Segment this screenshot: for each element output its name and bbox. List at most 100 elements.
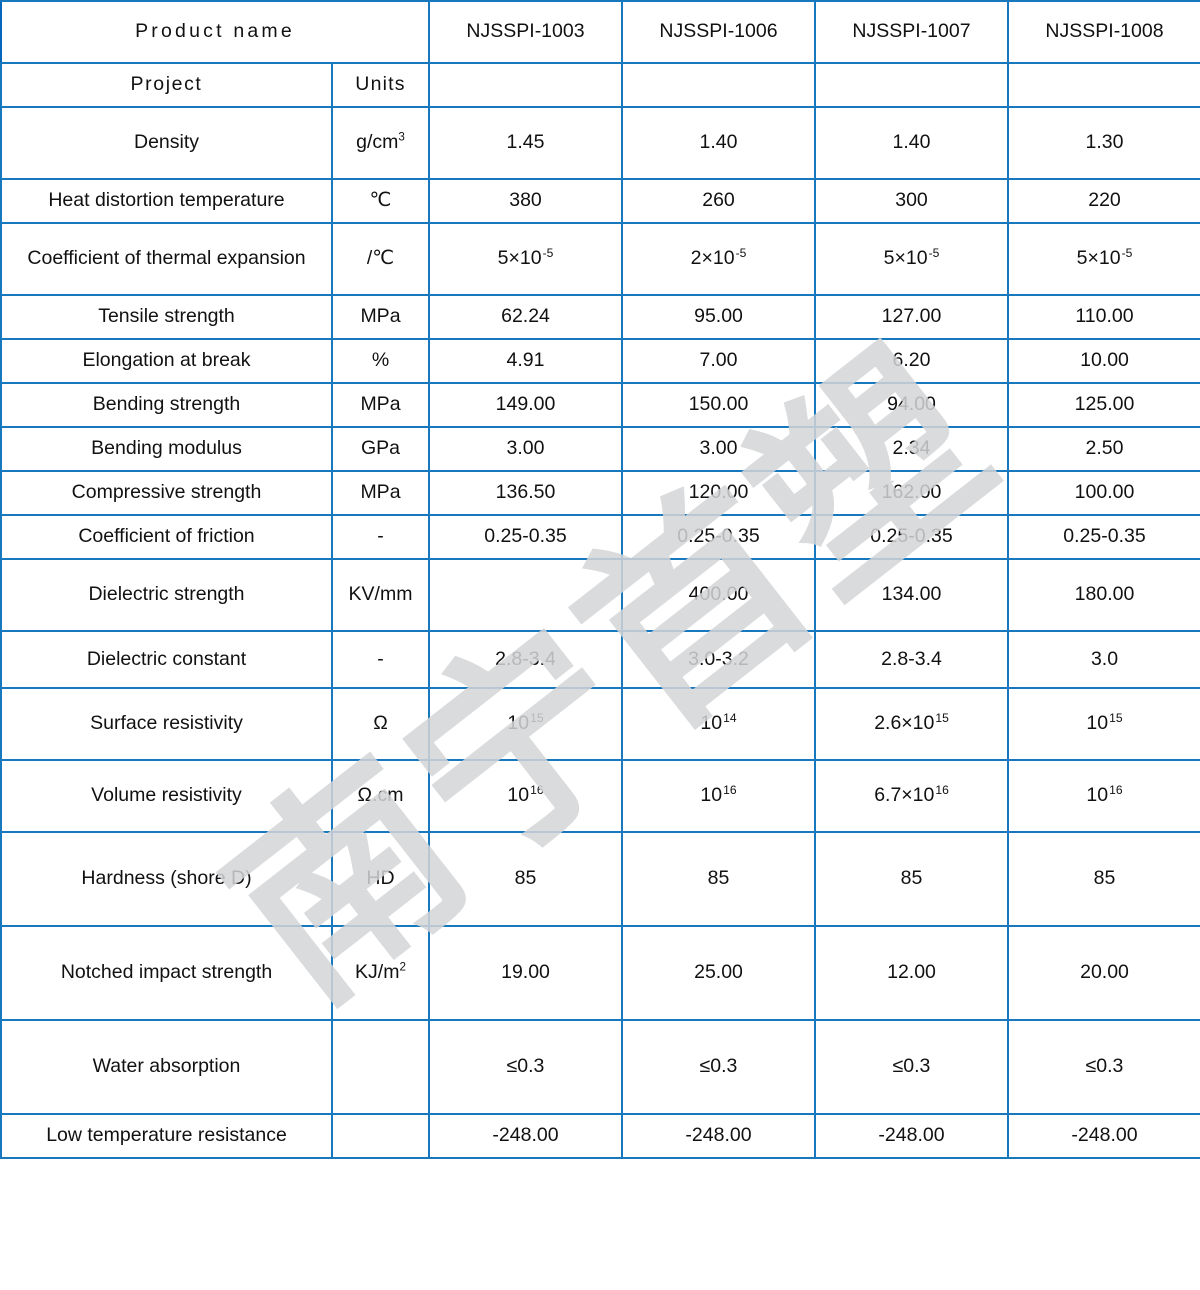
cell-value: 2.50 <box>1007 426 1200 472</box>
header-row: Product name NJSSPI-1003 NJSSPI-1006 NJS… <box>0 0 1200 64</box>
cell-value: 10.00 <box>1007 338 1200 384</box>
cell-value: -248.00 <box>1007 1113 1200 1159</box>
cell-units: % <box>331 338 430 384</box>
cell-value: 110.00 <box>1007 294 1200 340</box>
value-superscript: 14 <box>723 710 737 725</box>
cell-units: ℃ <box>331 178 430 224</box>
subheader-empty-3 <box>1007 62 1200 108</box>
cell-value: 2.8-3.4 <box>814 630 1009 689</box>
cell-units: Ω <box>331 687 430 761</box>
subheader-units: Units <box>331 62 430 108</box>
cell-project: Volume resistivity <box>0 759 333 833</box>
table-body: Project Units Density g/cm3 1.45 1.40 1.40 1.30… <box>0 62 1200 1159</box>
cell-value: -248.00 <box>814 1113 1009 1159</box>
cell-value: 2.8-3.4 <box>428 630 623 689</box>
cell-value: 1015 <box>428 687 623 761</box>
cell-value: 260 <box>621 178 816 224</box>
cell-value: 120.00 <box>621 470 816 516</box>
table-row: Density g/cm3 1.45 1.40 1.40 1.30 <box>0 106 1200 180</box>
cell-project: Coefficient of friction <box>0 514 333 560</box>
cell-value: 220 <box>1007 178 1200 224</box>
header-product-name: Product name <box>0 0 430 64</box>
cell-value: 7.00 <box>621 338 816 384</box>
cell-units: GPa <box>331 426 430 472</box>
header-column-1: NJSSPI-1006 <box>621 0 816 64</box>
cell-value: ≤0.3 <box>428 1019 623 1115</box>
cell-value: 5×10-5 <box>1007 222 1200 296</box>
cell-value: 1016 <box>428 759 623 833</box>
cell-value: 85 <box>1007 831 1200 927</box>
cell-project: Compressive strength <box>0 470 333 516</box>
cell-value: 134.00 <box>814 558 1009 632</box>
cell-value: 94.00 <box>814 382 1009 428</box>
table-row: Compressive strength MPa 136.50 120.00 162.0… <box>0 470 1200 516</box>
unit-superscript: 3 <box>398 130 405 144</box>
cell-project: Bending strength <box>0 382 333 428</box>
table-row: Tensile strength MPa 62.24 95.00 127.00 110.0… <box>0 294 1200 340</box>
cell-value: ≤0.3 <box>1007 1019 1200 1115</box>
cell-units: /℃ <box>331 222 430 296</box>
cell-value: 3.00 <box>428 426 623 472</box>
cell-value: 150.00 <box>621 382 816 428</box>
cell-value: 62.24 <box>428 294 623 340</box>
cell-value: 127.00 <box>814 294 1009 340</box>
cell-value: 6.20 <box>814 338 1009 384</box>
cell-project: Dielectric strength <box>0 558 333 632</box>
value-superscript: -5 <box>1121 245 1133 260</box>
cell-value: 400.00 <box>621 558 816 632</box>
subheader-empty-2 <box>814 62 1009 108</box>
value-superscript: -5 <box>735 245 747 260</box>
value-superscript: -5 <box>542 245 554 260</box>
cell-value: 95.00 <box>621 294 816 340</box>
cell-units: MPa <box>331 294 430 340</box>
cell-value: 0.25-0.35 <box>621 514 816 560</box>
cell-project: Density <box>0 106 333 180</box>
cell-units: g/cm3 <box>331 106 430 180</box>
cell-value: 162.00 <box>814 470 1009 516</box>
cell-value: 136.50 <box>428 470 623 516</box>
cell-project: Notched impact strength <box>0 925 333 1021</box>
table-row: Heat distortion temperature ℃ 380 260 300 220 <box>0 178 1200 224</box>
subheader-empty-1 <box>621 62 816 108</box>
value-superscript: -5 <box>928 245 940 260</box>
cell-value: 149.00 <box>428 382 623 428</box>
cell-value: -248.00 <box>621 1113 816 1159</box>
cell-units: MPa <box>331 470 430 516</box>
cell-value: 1.30 <box>1007 106 1200 180</box>
table-row: Elongation at break% 4.91 7.00 6.20 10.00 <box>0 338 1200 384</box>
cell-value <box>428 558 623 632</box>
cell-units: Ω.cm <box>331 759 430 833</box>
cell-value: 2.6×1015 <box>814 687 1009 761</box>
header-column-3: NJSSPI-1008 <box>1007 0 1200 64</box>
cell-value: 125.00 <box>1007 382 1200 428</box>
cell-value: 85 <box>621 831 816 927</box>
cell-value: 85 <box>428 831 623 927</box>
cell-value: 12.00 <box>814 925 1009 1021</box>
cell-value: 300 <box>814 178 1009 224</box>
header-column-0: NJSSPI-1003 <box>428 0 623 64</box>
cell-units: MPa <box>331 382 430 428</box>
table-row: Dielectric strength KV/mm 400.00 134.00 180.… <box>0 558 1200 632</box>
table-row: Dielectric constant -2.8-3.4 3.0-3.2 2.8-3.… <box>0 630 1200 689</box>
value-superscript: 15 <box>1109 710 1123 725</box>
cell-value: 2×10-5 <box>621 222 816 296</box>
cell-project: Surface resistivity <box>0 687 333 761</box>
table-row: Hardness (shore D) HD 85 85 85 85 <box>0 831 1200 927</box>
product-specification-table: Product name NJSSPI-1003 NJSSPI-1006 NJS… <box>0 0 1200 1159</box>
cell-value: 2.34 <box>814 426 1009 472</box>
table-row: Low temperature resistance -248.00 -248.00… <box>0 1113 1200 1159</box>
table-row: Bending modulus GPa 3.00 3.00 2.34 2.50 <box>0 426 1200 472</box>
cell-project: Coefficient of thermal expansion <box>0 222 333 296</box>
value-superscript: 16 <box>723 782 737 797</box>
cell-project: Bending modulus <box>0 426 333 472</box>
cell-units: - <box>331 514 430 560</box>
table-row: Notched impact strength KJ/m2 19.00 25.00 12… <box>0 925 1200 1021</box>
table-row: Coefficient of thermal expansion/℃ 5×10-5… <box>0 222 1200 296</box>
cell-value: 5×10-5 <box>428 222 623 296</box>
cell-value: 1.40 <box>814 106 1009 180</box>
subheader-row: Project Units <box>0 62 1200 108</box>
cell-project: Low temperature resistance <box>0 1113 333 1159</box>
value-superscript: 16 <box>1109 782 1123 797</box>
cell-value: 0.25-0.35 <box>814 514 1009 560</box>
cell-value: ≤0.3 <box>621 1019 816 1115</box>
